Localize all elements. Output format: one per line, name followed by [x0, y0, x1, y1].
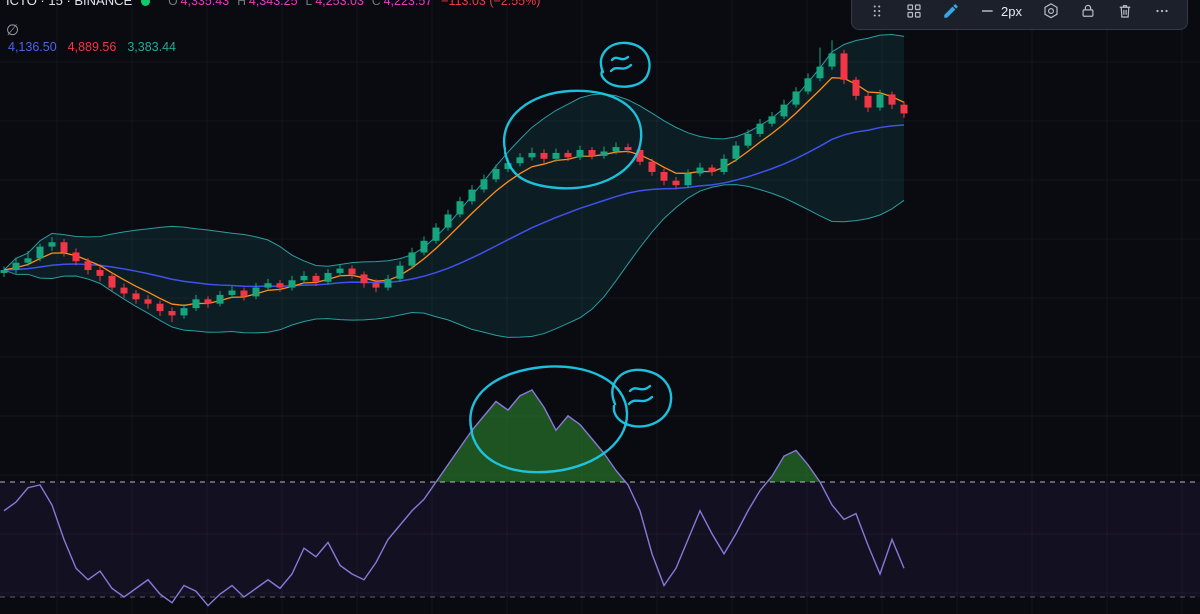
- layout-grid-icon: [907, 4, 921, 18]
- visibility-off-icon[interactable]: ∅: [6, 22, 20, 39]
- drawn-circle-price-consolidation[interactable]: [502, 89, 643, 190]
- pencil-icon: [944, 4, 958, 18]
- ohlc-high-label: H: [237, 0, 246, 8]
- drawn-squiggle-top-1[interactable]: [610, 55, 630, 62]
- layout-grid-button[interactable]: [897, 0, 931, 25]
- gear-icon: [1044, 3, 1058, 19]
- drawn-badge-circle-bottom[interactable]: [611, 368, 673, 428]
- drawn-squiggle-bottom-1[interactable]: [628, 384, 652, 393]
- ohlc-close-value: 4,223.57: [383, 0, 433, 8]
- indicator-value-basis: 4,136.50: [8, 40, 57, 54]
- line-width-button[interactable]: 2px: [971, 0, 1031, 25]
- indicator-pane: [0, 389, 1200, 607]
- ohlc-low-label: L: [305, 0, 313, 8]
- indicator-value-lower: 3,383.44: [127, 40, 177, 54]
- lock-icon: [1082, 4, 1094, 17]
- delete-button[interactable]: [1108, 0, 1142, 25]
- ohlc-close-label: C: [371, 0, 381, 8]
- draw-tool-button[interactable]: [934, 0, 968, 25]
- ohlc-open-value: 4,335.43: [180, 0, 230, 8]
- symbol-title[interactable]: ICTO · 15 · BINANCE: [6, 0, 133, 8]
- settings-button[interactable]: [1034, 0, 1068, 25]
- drawing-toolbar: 2px: [851, 0, 1188, 30]
- market-status-dot: [141, 0, 151, 6]
- bollinger-band: [3, 34, 905, 338]
- trash-icon: [1119, 5, 1131, 18]
- indicator-value-upper: 4,889.56: [67, 40, 117, 54]
- ohlc-low-value: 4,253.03: [315, 0, 364, 8]
- drawn-squiggle-top-2[interactable]: [609, 63, 633, 73]
- oscillator-line: [3, 389, 905, 607]
- drawn-badge-circle-top[interactable]: [599, 41, 651, 88]
- drag-handle-icon: [873, 5, 881, 17]
- ellipsis-icon: [1156, 9, 1168, 13]
- indicator-values-row: 4,136.50 4,889.56 3,383.44: [8, 40, 176, 54]
- ohlc-high-value: 4,343.25: [248, 0, 298, 8]
- line-width-label: 2px: [1001, 3, 1022, 19]
- drawn-squiggle-bottom-2[interactable]: [627, 395, 654, 406]
- symbol-row: ICTO · 15 · BINANCE O 4,335.43 H 4,343.2…: [6, 0, 540, 9]
- more-button[interactable]: [1145, 0, 1179, 25]
- price-change: −113.03 (−2.55%): [441, 0, 541, 8]
- candles: [0, 40, 908, 323]
- lock-button[interactable]: [1071, 0, 1105, 25]
- drawn-annotations: [469, 41, 673, 474]
- line-width-icon: [982, 10, 993, 12]
- ohlc-open-label: O: [168, 0, 178, 8]
- ema-slow-line: [3, 124, 905, 288]
- ema-fast-line: [3, 77, 905, 307]
- toolbar-drag-handle[interactable]: [860, 0, 894, 25]
- drawn-circle-indicator-peak[interactable]: [469, 365, 629, 474]
